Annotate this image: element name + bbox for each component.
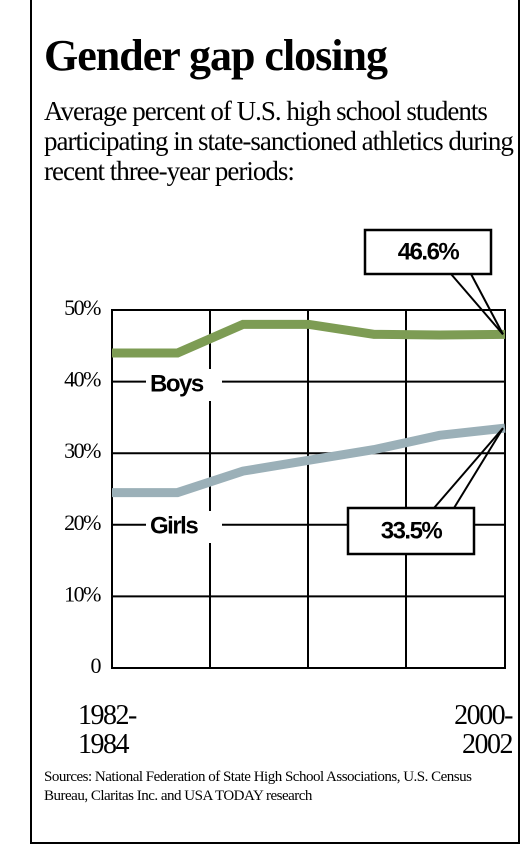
callout-line [450, 273, 504, 335]
x-tick-label: 2000-2002 [454, 700, 513, 760]
series-line [112, 423, 506, 498]
series-label-bg [146, 369, 222, 401]
series-line [112, 319, 506, 358]
y-tick-label: 30% [64, 438, 101, 463]
series-label: Boys [150, 370, 204, 397]
value-label: 46.6% [398, 238, 460, 265]
y-tick-label: 40% [64, 367, 101, 392]
y-tick-label: 50% [64, 295, 101, 320]
chart-title: Gender gap closing [44, 31, 388, 80]
chart-subtitle: Average percent of U.S. high school stud… [44, 96, 514, 186]
series-label-bg [146, 511, 222, 543]
source-note: Sources: National Federation of State Hi… [44, 769, 472, 804]
value-label: 33.5% [381, 517, 443, 544]
callout-line [470, 273, 504, 335]
callout-line [433, 427, 504, 509]
y-tick-label: 10% [64, 581, 101, 606]
y-tick-label: 0 [91, 653, 102, 678]
vertical-grid [209, 310, 407, 668]
callout-line [453, 427, 504, 509]
frame [30, 0, 520, 844]
x-tick-label: 1982-1984 [78, 700, 137, 760]
y-tick-label: 20% [64, 510, 101, 535]
callout-box [363, 228, 493, 276]
callout-box [346, 506, 476, 556]
series-label: Girls [150, 512, 198, 539]
